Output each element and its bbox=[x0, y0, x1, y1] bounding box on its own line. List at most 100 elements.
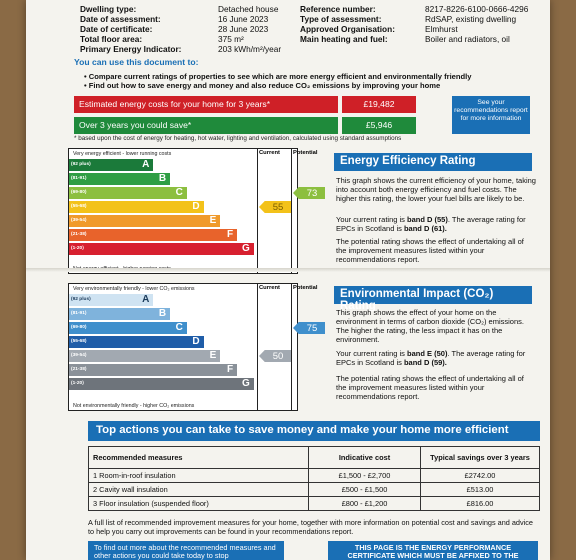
band-range: (69-80) bbox=[71, 325, 87, 330]
eir-desc-3: The potential rating shows the effect of… bbox=[336, 374, 524, 401]
band-letter: C bbox=[175, 187, 183, 198]
header-key: Approved Organisation: bbox=[300, 24, 395, 34]
band-range: (55-68) bbox=[71, 204, 87, 209]
band-letter: A bbox=[142, 159, 150, 170]
band-range: (1-20) bbox=[71, 381, 84, 386]
header-key: Reference number: bbox=[300, 4, 376, 14]
eir-current-arrow: 50 bbox=[259, 350, 291, 362]
intro-bullet: • Compare current ratings of properties … bbox=[84, 72, 472, 81]
intro-bullets: • Compare current ratings of properties … bbox=[84, 72, 472, 90]
epc-document: Dwelling type: Detached house Date of asse… bbox=[26, 0, 550, 560]
col-measures: Recommended measures bbox=[88, 446, 309, 469]
header-row: Main heating and fuel: Boiler and radiato… bbox=[300, 34, 528, 44]
header-key: Primary Energy Indicator: bbox=[80, 44, 182, 54]
header-row: Total floor area: 375 m² bbox=[80, 34, 281, 44]
header-row: Approved Organisation: Elmhurst bbox=[300, 24, 528, 34]
band-range: (92 plus) bbox=[71, 162, 91, 167]
band-range: (21-38) bbox=[71, 232, 87, 237]
band-letter: C bbox=[175, 322, 183, 333]
header-row: Dwelling type: Detached house bbox=[80, 4, 281, 14]
eir-top-label: Very environmentally friendly - lower CO… bbox=[73, 286, 195, 292]
cost-footnote: * based upon the cost of energy for heat… bbox=[74, 135, 402, 142]
band-range: (81-91) bbox=[71, 311, 87, 316]
environmental-impact-chart: Very environmentally friendly - lower CO… bbox=[68, 283, 325, 411]
eir-title: Environmental Impact (CO₂) Rating bbox=[334, 286, 532, 312]
savings-value: £5,946 bbox=[342, 117, 416, 134]
energy-efficiency-chart: Very energy efficient - lower running co… bbox=[68, 148, 325, 274]
header-row: Date of assessment: 16 June 2023 bbox=[80, 14, 281, 24]
cost-cell: £1,500 - £2,700 bbox=[308, 468, 421, 483]
header-value: 16 June 2023 bbox=[218, 14, 269, 24]
band-a: (92 plus) A bbox=[69, 294, 154, 306]
header-row: Primary Energy Indicator: 203 kWh/m²/year bbox=[80, 44, 281, 54]
band-g: (1-20) G bbox=[69, 378, 254, 390]
full-list-note: A full list of recommended improvement m… bbox=[88, 518, 533, 536]
band-b: (81-91) B bbox=[69, 308, 171, 320]
intro-bullet: • Find out how to save energy and money … bbox=[84, 81, 441, 90]
savings-label: Over 3 years you could save* bbox=[74, 117, 338, 134]
band-f: (21-38) F bbox=[69, 229, 238, 241]
eir-desc-2: Your current rating is band E (50). The … bbox=[336, 349, 526, 367]
band-range: (69-80) bbox=[71, 190, 87, 195]
header-value: RdSAP, existing dwelling bbox=[425, 14, 517, 24]
intro-title: You can use this document to: bbox=[74, 57, 199, 67]
recommended-measures-table: Recommended measures Indicative cost Typ… bbox=[88, 446, 540, 511]
eir-col-potential: Potential bbox=[293, 285, 318, 291]
measure-cell: 1 Room-in-roof insulation bbox=[88, 468, 309, 483]
table-row: 2 Cavity wall insulation £500 - £1,500 £… bbox=[88, 482, 540, 497]
band-range: (92 plus) bbox=[71, 297, 91, 302]
header-value: 28 June 2023 bbox=[218, 24, 269, 34]
certificate-notice-box: THIS PAGE IS THE ENERGY PERFORMANCE CERT… bbox=[328, 541, 538, 560]
band-letter: G bbox=[242, 378, 250, 389]
header-value: 203 kWh/m²/year bbox=[218, 44, 282, 54]
col-cost: Indicative cost bbox=[308, 446, 421, 469]
band-f: (21-38) F bbox=[69, 364, 238, 376]
eer-current-arrow: 55 bbox=[259, 201, 291, 213]
col-savings: Typical savings over 3 years bbox=[420, 446, 540, 469]
band-g: (1-20) G bbox=[69, 243, 254, 255]
eir-col-current: Current bbox=[259, 285, 280, 291]
header-key: Date of assessment: bbox=[80, 14, 161, 24]
header-row: Type of assessment: RdSAP, existing dwell… bbox=[300, 14, 528, 24]
estimated-cost-label: Estimated energy costs for your home for… bbox=[74, 96, 338, 113]
band-letter: A bbox=[142, 294, 150, 305]
header-row: Reference number: 8217-8226-6100-0666-429… bbox=[300, 4, 528, 14]
see-recommendations-box: See your recommendations report for more… bbox=[452, 96, 530, 134]
eer-potential-arrow: 73 bbox=[293, 187, 325, 199]
header-row: Date of certificate: 28 June 2023 bbox=[80, 24, 281, 34]
eer-title: Energy Efficiency Rating bbox=[334, 153, 532, 171]
band-letter: E bbox=[209, 215, 217, 226]
band-letter: B bbox=[158, 308, 167, 319]
eir-desc-1: This graph shows the effect of your home… bbox=[336, 308, 524, 344]
savings-cell: £816.00 bbox=[420, 496, 540, 511]
band-d: (55-68) D bbox=[69, 201, 204, 213]
cost-cell: £800 - £1,200 bbox=[308, 496, 421, 511]
band-a: (92 plus) A bbox=[69, 159, 154, 171]
estimated-cost-value: £19,482 bbox=[342, 96, 416, 113]
header-key: Dwelling type: bbox=[80, 4, 137, 14]
band-range: (39-54) bbox=[71, 353, 87, 358]
eer-col-current: Current bbox=[259, 150, 280, 156]
header-key: Total floor area: bbox=[80, 34, 143, 44]
find-out-more-box: To find out more about the recommended m… bbox=[88, 541, 284, 560]
band-letter: F bbox=[226, 229, 234, 240]
cost-cell: £500 - £1,500 bbox=[308, 482, 421, 497]
eer-top-label: Very energy efficient - lower running co… bbox=[73, 151, 172, 157]
band-letter: D bbox=[192, 201, 200, 212]
band-c: (69-80) C bbox=[69, 322, 187, 334]
band-letter: D bbox=[192, 336, 200, 347]
measure-cell: 3 Floor insulation (suspended floor) bbox=[88, 496, 309, 511]
band-c: (69-80) C bbox=[69, 187, 187, 199]
measure-cell: 2 Cavity wall insulation bbox=[88, 482, 309, 497]
header-key: Type of assessment: bbox=[300, 14, 382, 24]
band-letter: F bbox=[226, 364, 234, 375]
band-range: (81-91) bbox=[71, 176, 87, 181]
band-range: (21-38) bbox=[71, 367, 87, 372]
band-range: (39-54) bbox=[71, 218, 87, 223]
savings-cell: £513.00 bbox=[420, 482, 540, 497]
band-range: (1-20) bbox=[71, 246, 84, 251]
eer-desc-1: This graph shows the current efficiency … bbox=[336, 176, 536, 203]
header-value: Elmhurst bbox=[425, 24, 458, 34]
band-b: (81-91) B bbox=[69, 173, 171, 185]
band-range: (55-68) bbox=[71, 339, 87, 344]
